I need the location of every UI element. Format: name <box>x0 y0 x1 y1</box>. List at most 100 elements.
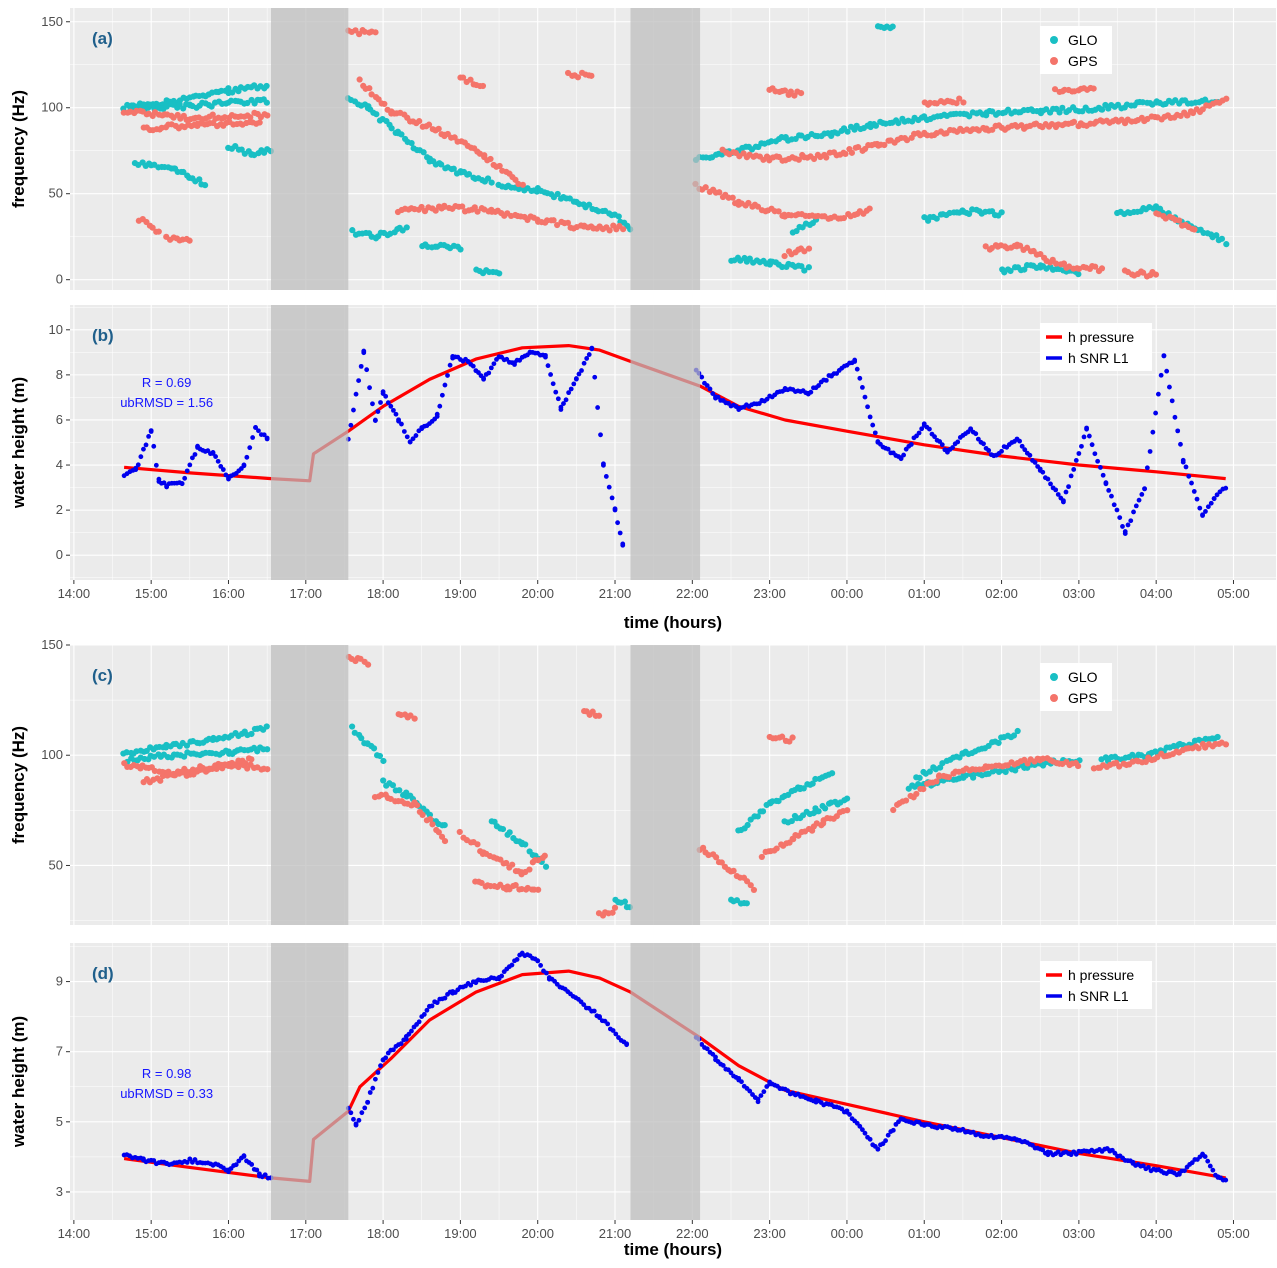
scatter-point-gps <box>459 74 467 81</box>
scatter-point-gps <box>1090 85 1097 92</box>
h-snr-point <box>241 1153 247 1159</box>
h-snr-point <box>624 1042 630 1048</box>
h-snr-point <box>758 1093 764 1098</box>
h-snr-point <box>370 401 375 407</box>
h-snr-point <box>247 445 253 451</box>
scatter-point-glo <box>380 777 387 784</box>
x-tick-label: 17:00 <box>290 1226 323 1241</box>
h-snr-point <box>378 400 383 405</box>
h-snr-point <box>610 1028 616 1033</box>
h-snr-point <box>393 411 399 417</box>
h-snr-point <box>264 435 270 441</box>
h-snr-point <box>968 426 974 432</box>
scatter-point-gps <box>467 76 474 83</box>
scatter-point-glo <box>398 131 405 138</box>
h-snr-point <box>410 436 416 442</box>
h-snr-point <box>509 962 515 968</box>
h-snr-point <box>707 386 713 392</box>
h-snr-point <box>404 434 410 440</box>
ubrmsd-label: ubRMSD = 0.33 <box>120 1086 213 1101</box>
y-tick-label: 3 <box>56 1184 63 1199</box>
scatter-point-glo <box>380 757 387 765</box>
scatter-point-glo <box>496 270 503 277</box>
h-snr-point <box>1153 410 1159 416</box>
scatter-point-gps <box>264 766 271 773</box>
y-tick-label: 4 <box>56 457 63 472</box>
scatter-point-glo <box>438 161 445 168</box>
h-snr-point <box>1076 451 1082 456</box>
panel-tag: (a) <box>92 29 113 48</box>
scatter-point-gps <box>356 76 363 83</box>
x-tick-label: 05:00 <box>1217 586 1250 601</box>
scatter-point-gps <box>775 208 782 215</box>
scatter-point-gps <box>611 904 619 911</box>
h-snr-point <box>1186 473 1192 479</box>
scatter-point-gps <box>1184 112 1191 119</box>
scatter-point-glo <box>263 82 270 90</box>
h-snr-point <box>138 454 144 460</box>
scatter-point-gps <box>1191 226 1198 233</box>
h-snr-point <box>447 362 453 368</box>
h-snr-point <box>396 417 401 423</box>
scatter-point-glo <box>542 863 550 870</box>
h-snr-point <box>1211 496 1217 502</box>
h-snr-point <box>699 1042 705 1047</box>
scatter-point-gps <box>754 203 762 210</box>
h-snr-point <box>1103 480 1109 486</box>
scatter-point-glo <box>488 179 495 186</box>
scatter-point-gps <box>378 791 385 799</box>
h-snr-point <box>1079 443 1084 449</box>
h-snr-point <box>1084 425 1089 431</box>
h-snr-point <box>919 426 925 432</box>
x-tick-label: 03:00 <box>1063 1226 1096 1241</box>
h-snr-point <box>595 405 601 410</box>
h-snr-point <box>429 1003 435 1009</box>
h-snr-point <box>955 439 961 445</box>
scatter-point-gps <box>419 811 426 818</box>
scatter-point-gps <box>1152 271 1160 278</box>
h-snr-point <box>375 409 381 414</box>
h-snr-point <box>1146 1165 1151 1170</box>
scatter-point-gps <box>372 29 379 36</box>
h-snr-point <box>901 452 907 458</box>
h-snr-point <box>755 1099 761 1105</box>
legend-key <box>1050 36 1058 44</box>
scatter-point-glo <box>263 99 270 106</box>
scatter-point-gps <box>155 228 162 235</box>
shaded-gap-band <box>271 645 349 925</box>
h-snr-point <box>617 530 623 536</box>
scatter-point-gps <box>745 199 752 207</box>
x-tick-label: 18:00 <box>367 1226 400 1241</box>
h-snr-point <box>1073 458 1079 463</box>
scatter-point-gps <box>479 82 487 90</box>
y-tick-label: 8 <box>56 367 63 382</box>
h-snr-point <box>182 475 188 481</box>
scatter-point-glo <box>1002 768 1009 776</box>
scatter-point-gps <box>705 851 712 859</box>
scatter-point-gps <box>805 245 813 252</box>
legend-box <box>1040 323 1152 371</box>
h-snr-point <box>442 995 448 1001</box>
h-snr-point <box>1032 460 1038 465</box>
h-snr-point <box>875 1146 881 1152</box>
scatter-point-gps <box>496 162 503 170</box>
y-axis-title: frequency (Hz) <box>9 90 28 208</box>
h-snr-point <box>927 426 932 432</box>
scatter-point-gps <box>149 224 156 231</box>
scatter-point-glo <box>484 175 492 182</box>
legend: h pressure h SNR L1 <box>1040 323 1152 371</box>
legend-label: GPS <box>1068 53 1098 69</box>
h-snr-point <box>898 456 904 462</box>
h-snr-point <box>359 1110 365 1116</box>
h-snr-point <box>375 1070 381 1075</box>
scatter-point-gps <box>1051 86 1059 93</box>
h-snr-point <box>581 360 587 366</box>
y-tick-label: 7 <box>56 1044 63 1059</box>
h-snr-point <box>598 432 603 438</box>
x-tick-label: 02:00 <box>985 1226 1018 1241</box>
h-snr-point <box>916 430 922 436</box>
panel-3: 3 5 7 9 water height (m) (d) R = 0.98 ubRMSD = … <box>9 943 1276 1259</box>
h-snr-point <box>1095 458 1101 464</box>
h-snr-point <box>615 520 620 526</box>
legend-label: h pressure <box>1068 967 1134 983</box>
